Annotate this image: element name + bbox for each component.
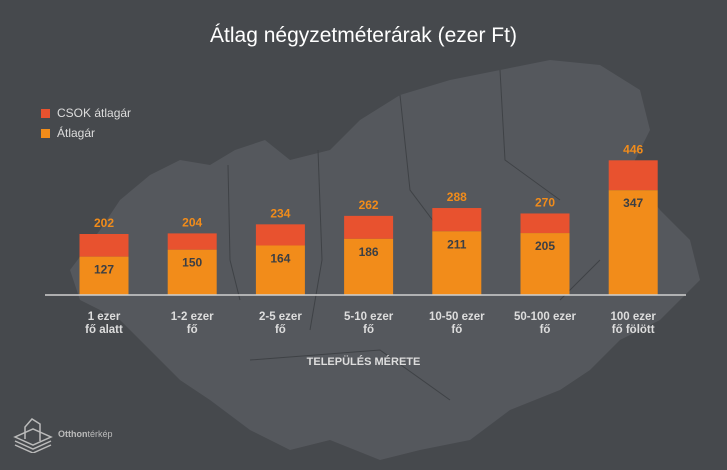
logo-text-light: térkép: [87, 429, 113, 439]
bar-csok: [167, 233, 217, 250]
x-tick-label: 100 ezer: [610, 311, 656, 323]
x-tick-label: fő: [363, 324, 374, 336]
data-label-atlagar: 186: [359, 245, 379, 259]
x-tick-label: fő fölött: [612, 324, 655, 336]
x-axis-title: TELEPÜLÉS MÉRETE: [306, 356, 421, 368]
legend-swatch-csok: [41, 108, 50, 118]
data-label-atlagar: 150: [182, 256, 202, 270]
data-label-atlagar: 164: [270, 251, 290, 265]
data-label-csok: 204: [182, 215, 202, 229]
x-tick-label: 5-10 ezer: [344, 311, 394, 323]
x-tick-label: 2-5 ezer: [259, 311, 302, 323]
data-label-atlagar: 347: [623, 196, 643, 210]
data-label-csok: 262: [359, 198, 379, 212]
x-tick-label: 10-50 ezer: [429, 311, 485, 323]
bar-atlagar: [520, 233, 570, 295]
data-label-csok: 202: [94, 216, 114, 230]
house-logo-icon: [13, 418, 53, 453]
x-tick-label: fő alatt: [85, 324, 123, 336]
data-label-csok: 234: [270, 206, 290, 220]
legend-item-atlagar: Átlagár: [41, 126, 95, 140]
bar-csok: [79, 233, 129, 257]
data-label-csok: 288: [447, 190, 467, 204]
x-tick-label: 1 ezer: [88, 311, 121, 323]
x-tick-label: fő: [275, 324, 286, 336]
data-label-csok: 270: [535, 195, 555, 209]
bar-atlagar: [432, 231, 482, 295]
bar-atlagar: [79, 256, 129, 295]
legend-swatch-atlagar: [41, 128, 50, 138]
bar-atlagar: [608, 190, 658, 295]
x-tick-label: 1-2 ezer: [171, 311, 214, 323]
bar-csok: [520, 213, 570, 234]
data-label-csok: 446: [623, 142, 643, 156]
bar-atlagar: [255, 245, 305, 295]
bar-atlagar: [167, 249, 217, 295]
bar-atlagar: [344, 238, 394, 295]
data-label-atlagar: 127: [94, 263, 114, 277]
legend-label: CSOK átlagár: [57, 106, 132, 120]
x-tick-label: fő: [187, 324, 198, 336]
bar-csok: [608, 160, 658, 191]
region-borders: [227, 69, 601, 401]
data-label-atlagar: 211: [447, 237, 467, 251]
bar-csok: [432, 208, 482, 232]
logo: Otthontérkép: [12, 415, 113, 453]
legend-label: Átlagár: [57, 126, 96, 140]
bar-csok: [255, 224, 305, 246]
x-tick-label: fő: [540, 324, 551, 336]
x-tick-label: 50-100 ezer: [514, 311, 577, 323]
chart-title: Átlag négyzetméterárak (ezer Ft): [210, 24, 517, 47]
x-tick-label: fő: [451, 324, 462, 336]
bar-csok: [344, 215, 394, 239]
logo-text-bold: Otthon: [58, 429, 88, 439]
legend-item-csok: CSOK átlagár: [41, 106, 131, 120]
data-label-atlagar: 205: [535, 239, 555, 253]
